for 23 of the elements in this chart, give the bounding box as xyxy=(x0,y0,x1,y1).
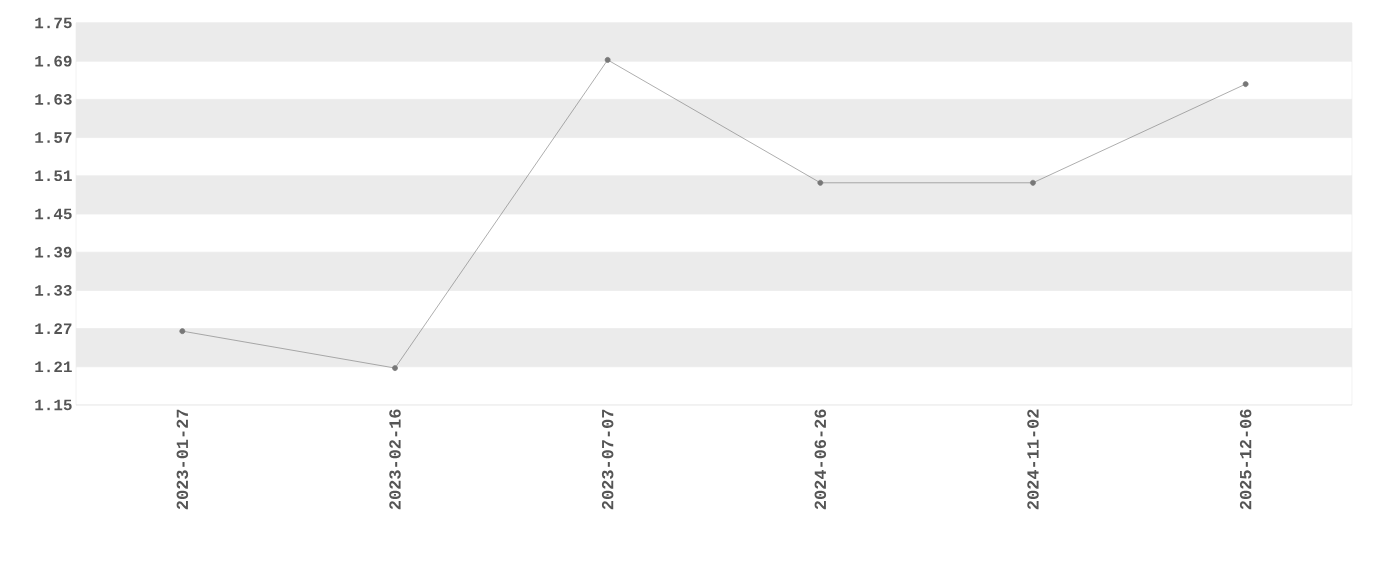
y-tick-label: 1.33 xyxy=(35,284,72,296)
y-tick-label: 1.51 xyxy=(35,170,72,182)
point xyxy=(604,57,611,63)
y-tick-label: 1.63 xyxy=(35,93,72,105)
y-tick-label: 1.45 xyxy=(35,208,72,220)
y-tick-label: 1.27 xyxy=(35,323,72,334)
x-tick-label: 2024-11-02 xyxy=(1027,409,1039,510)
x-tick-label: 2024-06-26 xyxy=(814,409,827,510)
y-tick-label: 1.21 xyxy=(35,361,72,373)
x-tick-label: 2023-07-07 xyxy=(601,409,614,510)
x-tick-label: 2023-02-16 xyxy=(389,409,401,510)
point xyxy=(1030,179,1036,186)
x-tick-label: 2025-12-06 xyxy=(1239,409,1252,510)
y-tick-label: 1.69 xyxy=(35,55,72,67)
point xyxy=(817,179,824,186)
point xyxy=(1242,81,1249,87)
y-tick-label: 1.75 xyxy=(35,17,72,29)
y-tick-label: 1.15 xyxy=(35,399,72,411)
point xyxy=(179,328,186,335)
y-tick-label: 1.39 xyxy=(35,246,72,258)
y-tick-label: 1.57 xyxy=(35,132,72,143)
x-tick-label: 2023-01-27 xyxy=(176,409,189,510)
point xyxy=(392,365,398,371)
